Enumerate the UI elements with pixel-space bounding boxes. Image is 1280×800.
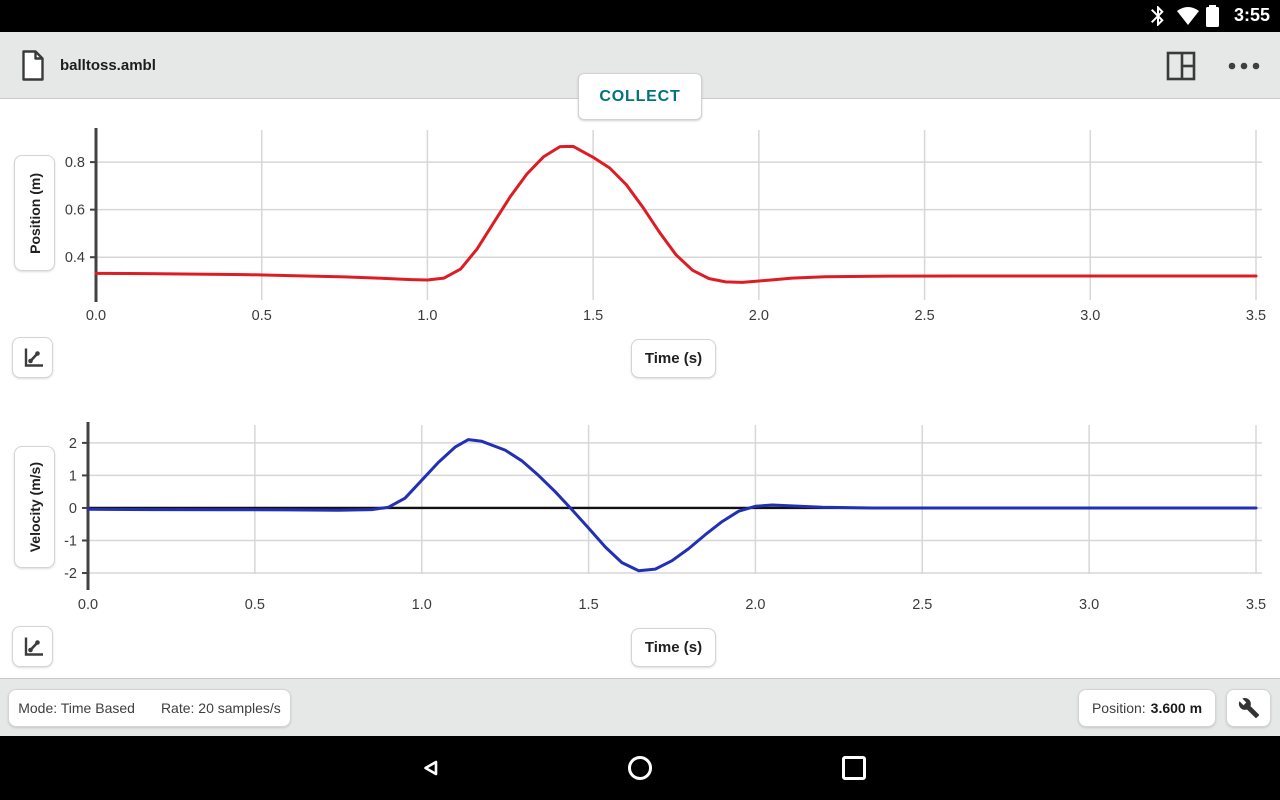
svg-text:1.5: 1.5 <box>583 308 603 324</box>
more-options-icon[interactable] <box>1224 49 1268 83</box>
svg-text:2.5: 2.5 <box>912 597 932 613</box>
svg-text:0.5: 0.5 <box>252 308 272 324</box>
back-button[interactable] <box>408 736 448 800</box>
svg-text:2.0: 2.0 <box>745 597 765 613</box>
file-menu-button[interactable]: balltoss.ambl <box>20 32 156 99</box>
svg-text:1.5: 1.5 <box>578 597 598 613</box>
svg-text:2: 2 <box>69 436 77 452</box>
collect-button-label: COLLECT <box>599 87 681 105</box>
file-name: balltoss.ambl <box>60 57 156 74</box>
svg-text:0.0: 0.0 <box>86 308 106 324</box>
svg-text:0.6: 0.6 <box>65 203 85 219</box>
battery-icon <box>1206 5 1219 27</box>
graph-tools-button-bottom[interactable] <box>12 626 53 667</box>
svg-text:-1: -1 <box>64 533 77 549</box>
status-clock: 3:55 <box>1233 5 1270 25</box>
home-button[interactable] <box>620 736 660 800</box>
graph-tools-button-top[interactable] <box>12 337 53 378</box>
bluetooth-icon <box>1151 6 1164 26</box>
sensor-setup-button[interactable] <box>1226 689 1271 727</box>
document-icon <box>22 50 44 81</box>
rate-label: Rate: 20 samples/s <box>160 700 281 716</box>
time-axis-label-bottom: Time (s) <box>644 639 703 656</box>
time-axis-button-bottom[interactable]: Time (s) <box>631 628 716 667</box>
svg-text:3.5: 3.5 <box>1246 308 1266 324</box>
svg-text:-2: -2 <box>64 566 77 582</box>
time-axis-label-top: Time (s) <box>644 350 703 367</box>
position-axis-label: Position (m) <box>26 172 43 254</box>
position-time-graph[interactable]: 0.0 0.5 1.0 1.5 2.0 2.5 3.0 3.5 0.4 0.6 0.8 <box>0 118 1280 340</box>
svg-text:3.5: 3.5 <box>1246 597 1266 613</box>
svg-text:0: 0 <box>69 501 77 517</box>
sensor-reading-chip[interactable]: Position: 3.600 m <box>1078 689 1216 727</box>
time-axis-button-top[interactable]: Time (s) <box>631 339 716 378</box>
velocity-axis-label: Velocity (m/s) <box>26 461 43 553</box>
android-status-bar: 3:55 <box>0 0 1280 32</box>
app-bar: balltoss.ambl COLLECT <box>0 32 1280 120</box>
sensor-name-label: Position: <box>1091 700 1146 716</box>
recents-button[interactable] <box>834 736 874 800</box>
velocity-axis-button[interactable]: Velocity (m/s) <box>14 446 55 568</box>
svg-text:3.0: 3.0 <box>1080 308 1100 324</box>
split-view-icon[interactable] <box>1164 49 1198 83</box>
mode-label: Mode: Time Based <box>18 700 135 716</box>
sensor-value: 3.600 m <box>1150 700 1203 716</box>
svg-text:0.8: 0.8 <box>65 155 85 171</box>
graph-tools-icon <box>24 637 43 656</box>
svg-text:1.0: 1.0 <box>417 308 437 324</box>
svg-text:1: 1 <box>69 468 77 484</box>
svg-text:3.0: 3.0 <box>1079 597 1099 613</box>
velocity-time-graph[interactable]: 0.0 0.5 1.0 1.5 2.0 2.5 3.0 3.5 -2 -1 0 1 2 <box>0 408 1280 620</box>
svg-text:0.4: 0.4 <box>65 250 85 266</box>
collect-button[interactable]: COLLECT <box>578 73 702 120</box>
svg-text:2.5: 2.5 <box>914 308 934 324</box>
android-nav-bar <box>0 736 1280 800</box>
svg-text:1.0: 1.0 <box>412 597 432 613</box>
wrench-icon <box>1238 698 1259 719</box>
svg-text:2.0: 2.0 <box>749 308 769 324</box>
position-axis-button[interactable]: Position (m) <box>14 155 55 271</box>
graph-tools-icon <box>24 348 43 367</box>
svg-text:0.5: 0.5 <box>245 597 265 613</box>
collection-settings-chip[interactable]: Mode: Time Based Rate: 20 samples/s <box>8 689 291 727</box>
svg-text:0.0: 0.0 <box>78 597 98 613</box>
wifi-icon <box>1177 7 1199 25</box>
